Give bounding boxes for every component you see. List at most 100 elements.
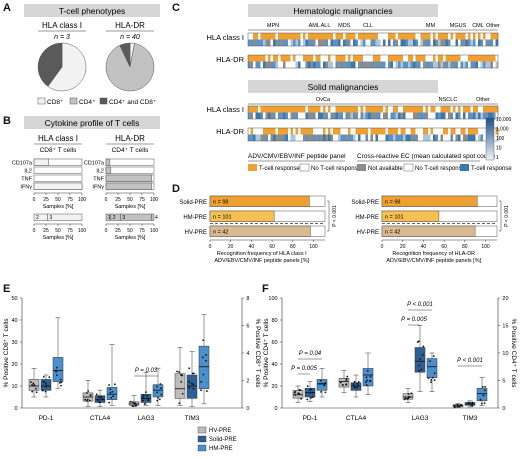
e-right-point [85,392,88,394]
hemato-cell-ec [430,39,434,46]
hemato-cell-ec [473,61,476,68]
solid-cell-panel [343,128,346,135]
solid-cell-panel [483,106,486,113]
solid-cell-panel [350,106,354,113]
d-0-tick-label: 100 [309,244,318,250]
f-left-point [357,381,360,383]
solid-cell-ec [283,112,286,119]
solid-cell-panel [413,106,416,113]
hemato-cell-panel [350,55,354,62]
hemato-cell-panel [270,55,274,62]
solid-cell-ec [278,112,281,119]
solid-cell-ec [318,134,321,141]
f-right-point [432,355,435,358]
solid-cell-ec [410,134,414,141]
hemato-cell-panel [450,33,454,40]
solid-cell-ec [415,112,419,119]
e-right-box [198,345,210,389]
e-right-point [147,399,150,402]
d-1-tick-label: 60 [441,244,447,250]
f-right-point [430,381,432,384]
cyto-1-row-bar [105,158,111,166]
solid-cell-panel [373,128,376,135]
hemato-cell-panel [363,33,366,40]
hemato-cell-ec [333,61,336,68]
solid-cell-panel [458,128,461,135]
solid-cell-panel [268,106,271,113]
hemato-cell-panel [455,33,459,40]
e-right-box [174,373,186,399]
d-0-n-label: n = 98 [213,200,228,206]
hemato-cell-ec [258,61,261,68]
hemato-cell-panel [355,55,359,62]
f-right-point [481,386,484,388]
solid-cell-ec [460,112,464,119]
hemato-cell-ec [450,61,454,68]
hemato-cell-panel [458,55,461,62]
hemato-cell-panel [468,55,471,62]
hemato-cell-panel [415,33,419,40]
hemato-cell-panel [383,33,386,40]
e-pd1-point [56,374,58,377]
e-right-point [89,394,92,397]
hemato-cell-panel [440,33,444,40]
solid-cell-panel [448,106,451,113]
hemato-cell-ec [398,61,401,68]
hemato-cell-ec [448,39,451,46]
solid-cell-panel [355,128,359,135]
solid-cell-panel [258,106,261,113]
cyto-0-tick-label: 0 [33,197,36,203]
cyto-1-row-bar [105,182,152,190]
cyto-1-row-bar [105,174,152,182]
hemato-cell-ec [330,61,334,68]
solid-cell-panel [423,128,426,135]
hemato-cell-ec [328,61,331,68]
solid-cell-panel [473,106,476,113]
f-right-point [429,360,431,363]
solid-cell-panel [288,128,291,135]
solid-cell-ec [365,134,369,141]
panel-c-legend: ADV/CMV/EBV/INF peptide panel T-cell res… [248,153,512,172]
color-scale-label: 10 [496,146,502,152]
solid-cell-ec [303,134,306,141]
hemato-group-label: MM [426,23,436,29]
solid-cell-ec [408,112,411,119]
d-0-xlabel-2: ADV/EBV/CMV/INF peptide panels [%] [214,258,309,264]
hemato-cell-ec [305,39,309,46]
hemato-cell-panel [408,55,411,62]
e-right-point [108,384,110,386]
solid-cell-ec [300,112,304,119]
e-right-point [156,399,159,402]
solid-cell-panel [395,106,399,113]
hemato-cell-ec [415,61,419,68]
cyto-0-xlabel: Samples [%] [43,204,74,210]
f-left-point [345,379,348,382]
hemato-cell-ec [360,61,364,68]
hemato-cell-ec [278,39,281,46]
pie-1-title: HLA class I [42,21,82,30]
hemato-cell-ec [388,39,391,46]
hemato-cell-panel [273,55,276,62]
pie-legend: CD8⁺ CD4⁺ CD4⁺ and CD8⁺ [37,97,156,106]
solid-cell-ec [390,134,394,141]
e-pd1-point [59,382,61,384]
f-right-point [484,389,486,392]
hemato-cell-panel [400,33,404,40]
hemato-cell-ec [310,61,314,68]
hemato-cell-panel [333,33,336,40]
cyto-1-stack-label: 1 [108,215,111,221]
hemato-cell-panel [493,33,496,40]
solid-cell-ec [350,134,354,141]
e-pd1-box [52,357,64,382]
e-pd1-point [60,384,62,387]
cyto-0-row-frame [33,174,83,182]
e-right-point [190,382,193,385]
solid-cell-panel [430,128,434,135]
solid-cell-ec [338,112,341,119]
e-legend-label: HV-PRE [209,428,231,434]
hemato-cell-ec [403,61,406,68]
hemato-cell-ec [318,39,321,46]
hemato-cell-ec [260,61,264,68]
solid-cell-ec [380,134,384,141]
f-right-point [430,379,433,381]
